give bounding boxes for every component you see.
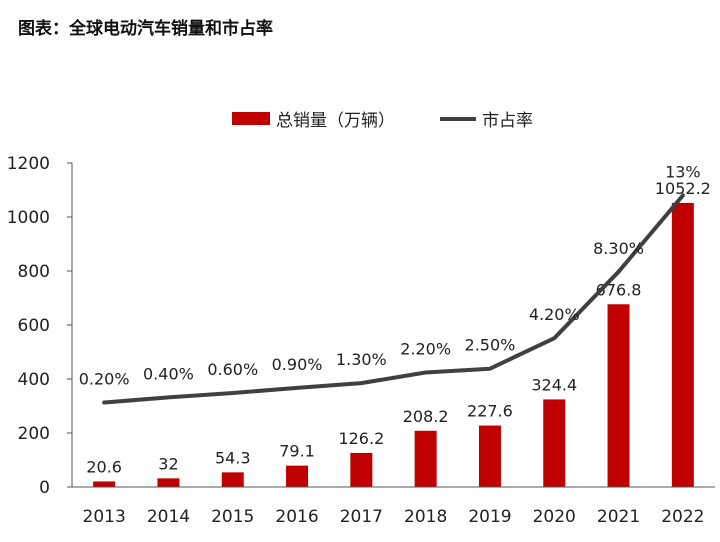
x-tick-label: 2022	[661, 507, 704, 527]
bar	[671, 202, 694, 487]
bars	[93, 202, 694, 487]
share-label: 0.40%	[143, 364, 194, 383]
bar-label: 1052.2	[655, 179, 711, 198]
bar	[157, 478, 180, 487]
x-tick-label: 2017	[340, 507, 383, 527]
share-line	[102, 193, 685, 405]
bar-label: 32	[158, 454, 178, 473]
bar	[414, 430, 437, 487]
y-axis: 0 200 400 600 800 1000 1200	[7, 154, 73, 498]
legend-label-line: 市占率	[482, 111, 533, 131]
share-label: 2.20%	[400, 340, 451, 359]
x-tick-label: 2019	[468, 507, 511, 527]
share-label: 0.90%	[272, 355, 323, 374]
legend: 总销量（万辆） 市占率	[232, 111, 533, 131]
x-tick-label: 2016	[275, 507, 318, 527]
bar	[607, 304, 630, 487]
x-tick-label: 2018	[404, 507, 447, 527]
y-tick-label: 200	[18, 424, 50, 444]
share-label: 1.30%	[336, 350, 387, 369]
y-tick-label: 800	[18, 262, 50, 282]
share-label: 2.50%	[465, 336, 516, 355]
chart-title: 图表：全球电动汽车销量和市占率	[18, 19, 273, 39]
bar-label: 324.4	[531, 375, 577, 394]
legend-swatch-bar	[232, 112, 270, 125]
bar	[543, 399, 566, 487]
x-tick-label: 2020	[533, 507, 576, 527]
share-label: 13%	[665, 162, 701, 181]
share-label: 4.20%	[529, 305, 580, 324]
bar-label: 126.2	[338, 429, 384, 448]
x-tick-label: 2015	[211, 507, 254, 527]
bar	[478, 425, 501, 487]
bar-label: 208.2	[403, 407, 449, 426]
y-tick-label: 0	[39, 478, 50, 498]
x-tick-label: 2021	[597, 507, 640, 527]
bar-label: 54.3	[215, 448, 251, 467]
bar	[93, 481, 116, 487]
y-tick-label: 1000	[7, 208, 50, 228]
y-tick-label: 400	[18, 370, 50, 390]
bar	[350, 452, 373, 487]
share-label: 8.30%	[593, 239, 644, 258]
share-labels: 0.20% 0.40% 0.60% 0.90% 1.30% 2.20% 2.50% 4.20%…	[79, 162, 701, 388]
y-tick-label: 1200	[7, 154, 50, 174]
share-label: 0.20%	[79, 369, 130, 388]
x-axis: 2013 2014 2015 2016 2017 2018 2019 2020 2021 2022	[72, 486, 715, 527]
bar-label: 227.6	[467, 402, 513, 421]
bar	[286, 465, 309, 487]
bar-label: 20.6	[86, 457, 122, 476]
x-tick-label: 2013	[83, 507, 126, 527]
bar	[221, 472, 244, 487]
legend-label-bar: 总销量（万辆）	[276, 111, 395, 131]
x-tick-label: 2014	[147, 507, 190, 527]
share-label: 0.60%	[207, 360, 258, 379]
bar-label: 79.1	[279, 442, 315, 461]
y-tick-label: 600	[18, 316, 50, 336]
share-line-path	[102, 193, 685, 405]
